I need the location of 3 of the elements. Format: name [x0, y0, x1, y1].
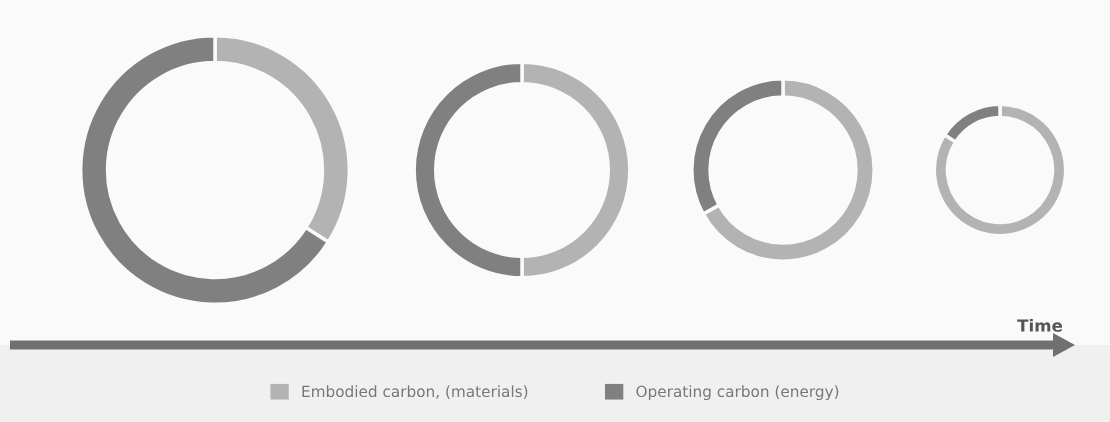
legend-label: Embodied carbon, (materials) — [302, 385, 528, 399]
legend-label: Operating carbon (energy) — [636, 385, 839, 401]
text: Time — [1017, 318, 1063, 332]
